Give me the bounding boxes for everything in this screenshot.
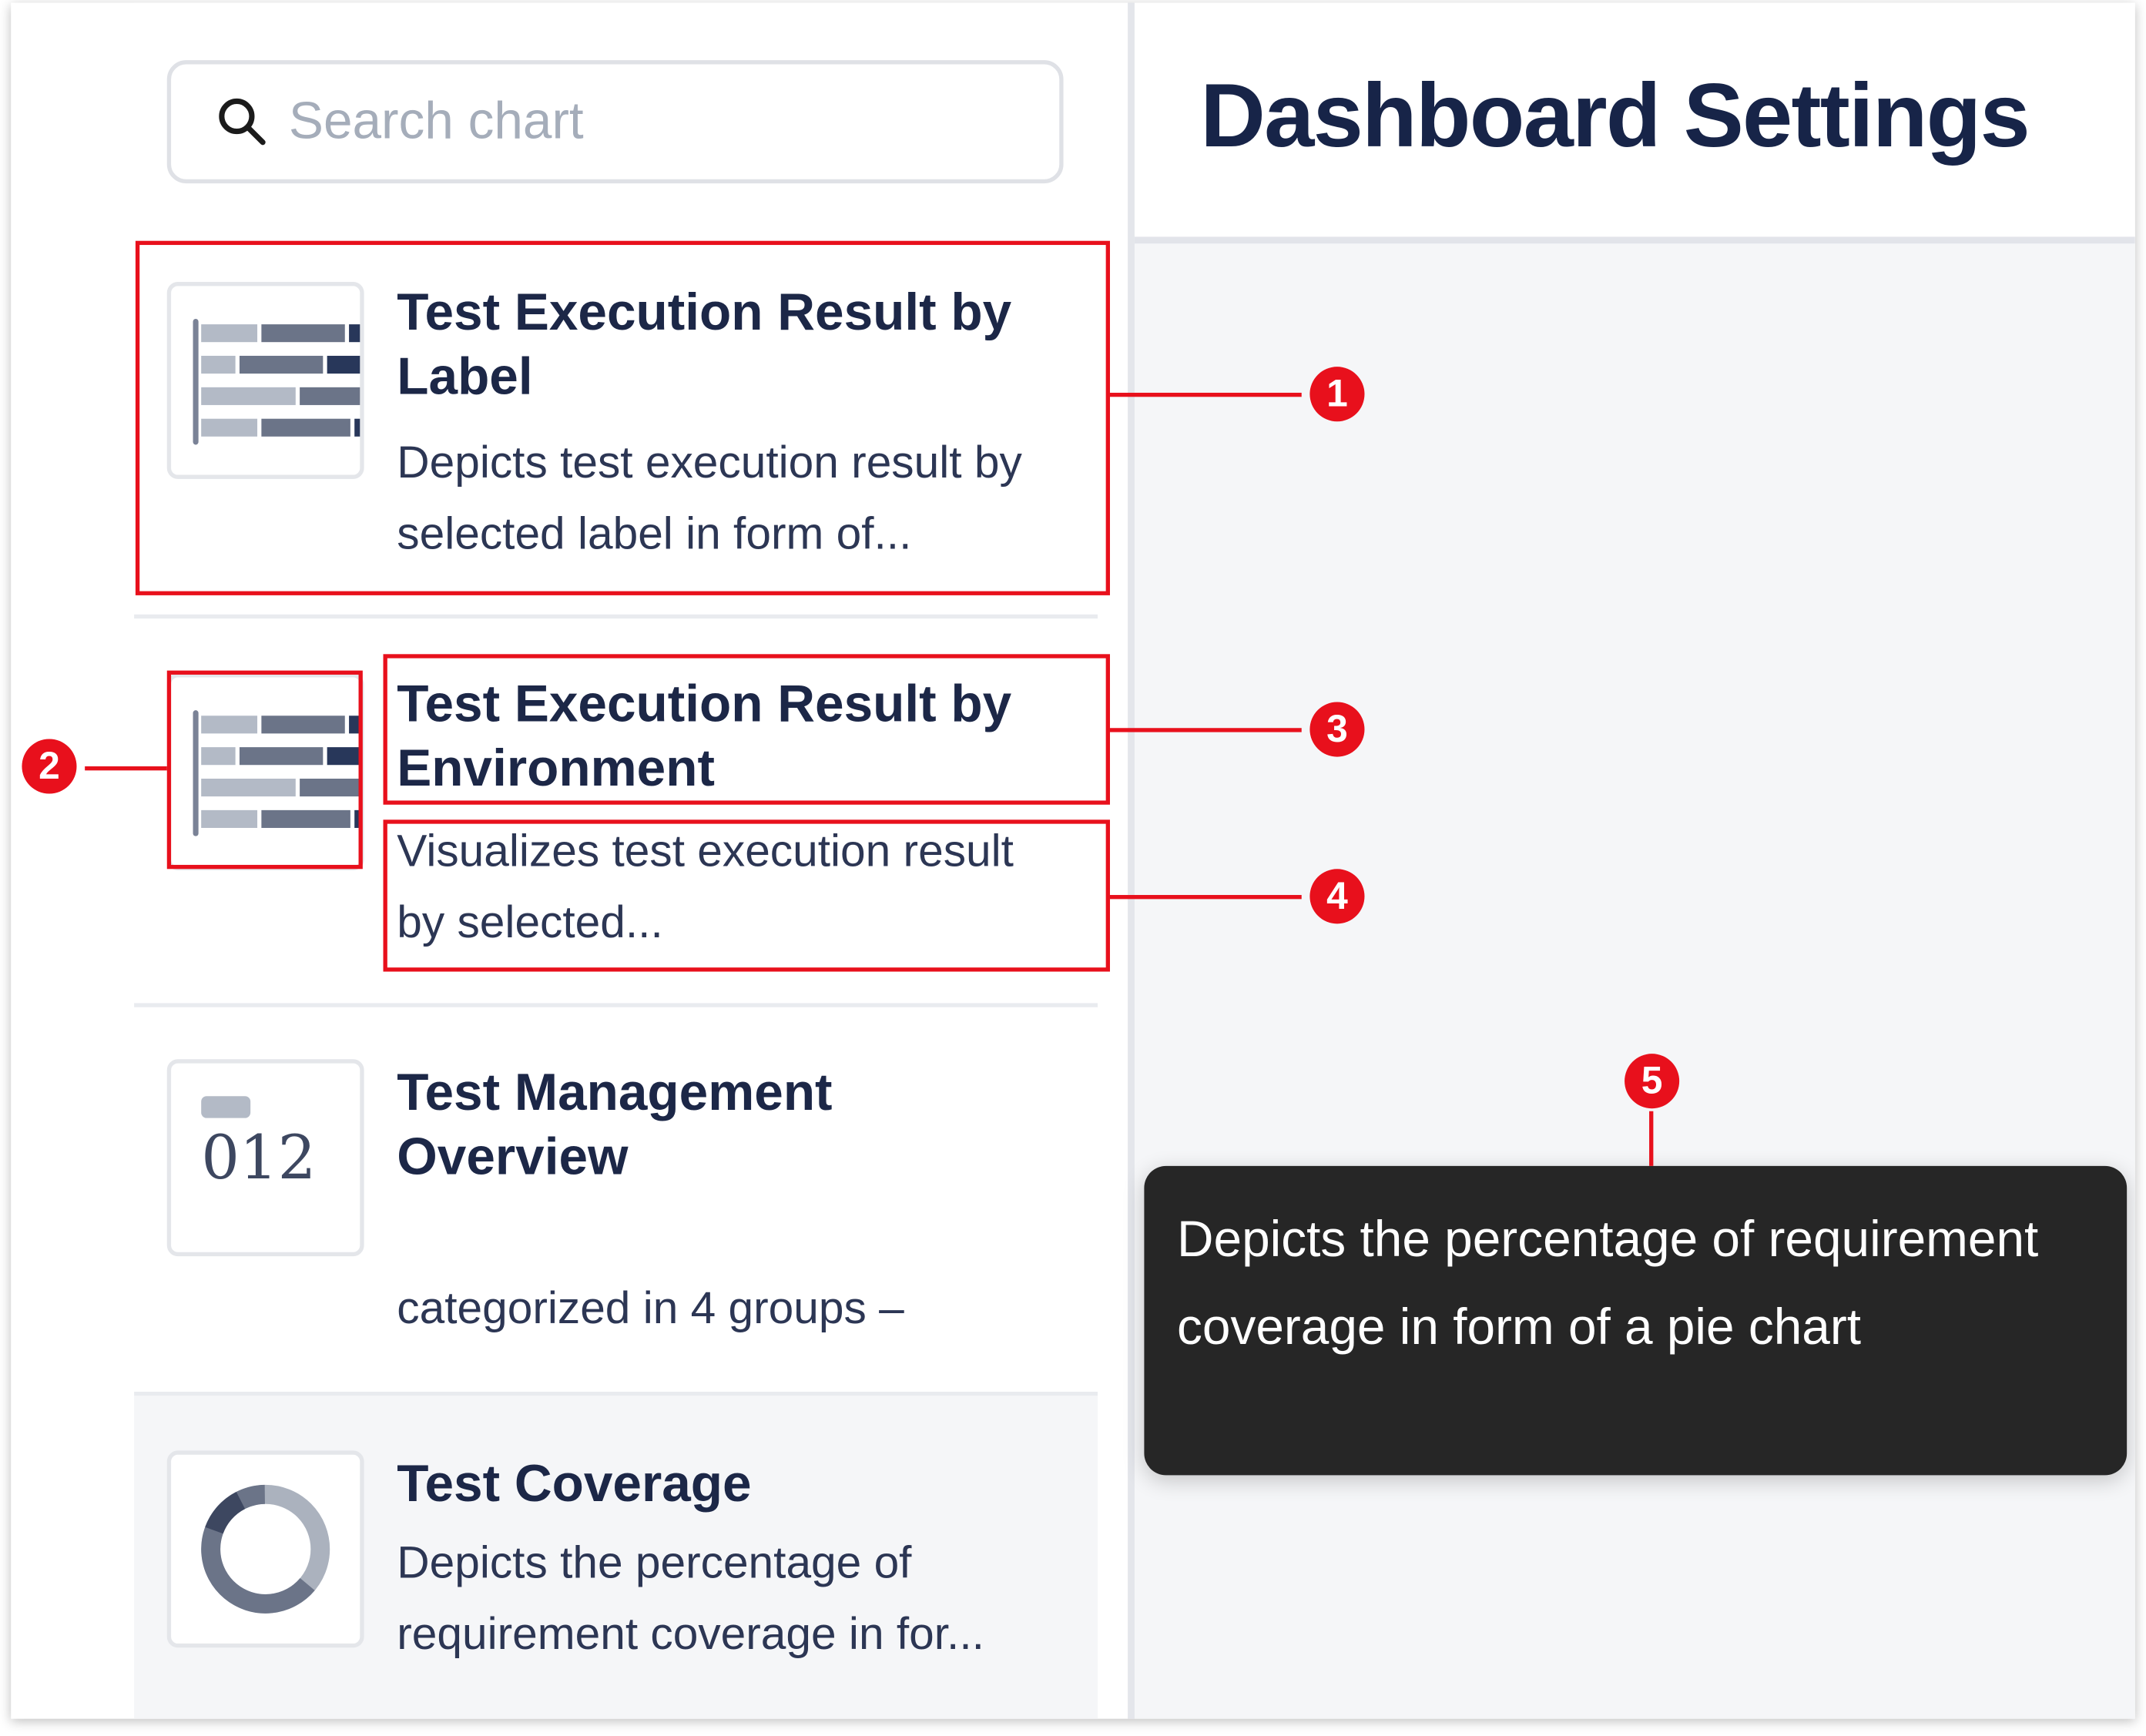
icon-bar <box>201 355 236 374</box>
search-placeholder: Search chart <box>288 92 584 150</box>
annotation-arrow-1 <box>1109 392 1302 397</box>
icon-bar <box>201 387 296 405</box>
chart-description: Visualizes test execution result by sele… <box>397 825 1014 947</box>
chart-title: Test Coverage <box>397 1456 752 1514</box>
annotation-box-4 <box>383 819 1110 972</box>
annotation-box-2 <box>166 670 363 870</box>
annotation-box-1 <box>135 240 1110 595</box>
icon-bar <box>261 809 350 828</box>
dashboard-settings-window: Search chart Test Execution Result by La… <box>11 2 2135 1719</box>
panel-divider[interactable] <box>1128 2 1135 1719</box>
icon-bar <box>239 355 324 374</box>
icon-bar <box>201 809 258 828</box>
counter-text: 012 <box>201 1123 317 1194</box>
icon-axis <box>193 710 199 836</box>
annotation-badge-3: 3 <box>1309 702 1365 757</box>
tooltip: Depicts the percentage of requirement co… <box>1144 1165 2128 1476</box>
annotation-badge-2: 2 <box>22 739 77 794</box>
chart-description: Depicts test execution result by selecte… <box>397 436 1022 558</box>
icon-bar <box>201 324 258 343</box>
icon-bar <box>261 418 350 437</box>
settings-header: Dashboard Settings <box>1134 2 2135 244</box>
icon-bar <box>261 716 345 734</box>
icon-bar <box>201 418 258 437</box>
icon-axis <box>193 318 199 445</box>
stacked-bar-chart-icon <box>166 673 430 871</box>
chart-title: Test Execution Result by Environment <box>397 675 1012 798</box>
icon-bar <box>201 716 258 734</box>
annotation-box-3 <box>383 654 1110 805</box>
chart-item-test-coverage[interactable]: Test Coverage Depicts the percentage of … <box>134 1396 1098 1719</box>
chart-description: categorized in 4 groups – <box>397 1282 904 1333</box>
chart-item-label[interactable]: Test Execution Result by Label Depicts t… <box>134 243 1098 619</box>
donut-chart-icon <box>166 1450 364 1648</box>
page-title: Dashboard Settings <box>1200 64 2030 166</box>
annotation-arrow-5 <box>1649 1111 1654 1166</box>
annotation-arrow-4 <box>1109 895 1302 900</box>
search-input[interactable]: Search chart <box>166 60 1064 184</box>
chart-item-environment[interactable]: Test Execution Result by Environment Vis… <box>134 618 1098 1007</box>
icon-bar <box>261 324 345 343</box>
search-icon <box>219 98 266 146</box>
counter-icon: 012 <box>166 1059 364 1257</box>
chart-item-management-overview[interactable]: 012 Test Management Overview categorized… <box>134 1007 1098 1396</box>
chart-list-sidebar: Search chart Test Execution Result by La… <box>134 2 1098 1719</box>
icon-bar <box>201 778 296 797</box>
annotation-badge-4: 4 <box>1309 869 1365 924</box>
chart-description: Depicts the percentage of requirement co… <box>397 1537 984 1659</box>
chart-title: Test Execution Result by Label <box>397 284 1012 407</box>
chart-title: Test Management Overview <box>397 1064 833 1187</box>
annotation-badge-5: 5 <box>1625 1054 1680 1109</box>
annotation-arrow-3 <box>1109 728 1302 732</box>
icon-bar <box>201 747 236 766</box>
annotation-arrow-2 <box>85 766 167 771</box>
icon-bar <box>239 747 324 766</box>
annotation-badge-1: 1 <box>1309 367 1365 422</box>
